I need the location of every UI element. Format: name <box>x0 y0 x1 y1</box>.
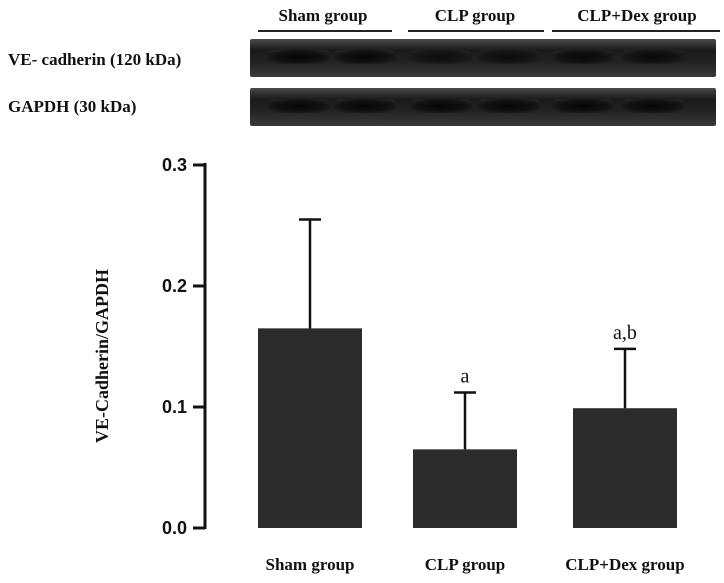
blot-band <box>268 50 330 64</box>
blot-group-line-clp-dex <box>552 30 720 32</box>
y-tick-label: 0.2 <box>162 276 187 296</box>
blot-group-line-clp <box>408 30 544 32</box>
blot-band <box>478 99 540 113</box>
blot-band <box>552 99 614 113</box>
western-blot-panel: Sham group CLP group CLP+Dex group VE- c… <box>0 0 724 140</box>
y-tick-label: 0.1 <box>162 397 187 417</box>
blot-group-label-sham: Sham group <box>278 6 368 25</box>
y-axis-label: VE-Cadherin/GAPDH <box>92 269 112 443</box>
blot-band <box>268 99 330 113</box>
chart-annotations: a a,b <box>461 322 637 388</box>
blot-group-label-clp-dex: CLP+Dex group <box>577 6 697 25</box>
x-category-label: CLP+Dex group <box>565 555 684 574</box>
blot-group-line-sham <box>258 30 392 32</box>
blot-strip-ve-cadherin <box>250 39 716 77</box>
blot-band <box>478 50 540 64</box>
bar <box>573 408 677 528</box>
blot-band <box>552 50 614 64</box>
chart-error-bars <box>299 218 636 450</box>
bar-chart: 0.0 0.1 0.2 0.3 a a,b Sham group CLP group CLP… <box>92 155 685 574</box>
blot-band-label-ve-cadherin: VE- cadherin (120 kDa) <box>8 50 182 69</box>
y-tick-label: 0.3 <box>162 155 187 175</box>
blot-band <box>410 50 472 64</box>
significance-label: a <box>461 365 470 387</box>
blot-band <box>622 99 684 113</box>
chart-category-labels: Sham group CLP group CLP+Dex group <box>266 555 685 574</box>
x-category-label: Sham group <box>266 555 355 574</box>
bar <box>413 449 517 528</box>
blot-band <box>334 50 396 64</box>
y-tick-label: 0.0 <box>162 518 187 538</box>
blot-strip-gapdh <box>250 88 716 126</box>
bar <box>258 328 362 528</box>
blot-band-label-gapdh: GAPDH (30 kDa) <box>8 97 137 116</box>
chart-axes: 0.0 0.1 0.2 0.3 <box>162 155 207 538</box>
blot-band <box>410 99 472 113</box>
chart-bars <box>258 328 677 528</box>
x-category-label: CLP group <box>425 555 505 574</box>
significance-label: a,b <box>613 322 637 344</box>
blot-band <box>334 99 396 113</box>
blot-band <box>622 50 684 64</box>
blot-group-label-clp: CLP group <box>434 6 516 25</box>
